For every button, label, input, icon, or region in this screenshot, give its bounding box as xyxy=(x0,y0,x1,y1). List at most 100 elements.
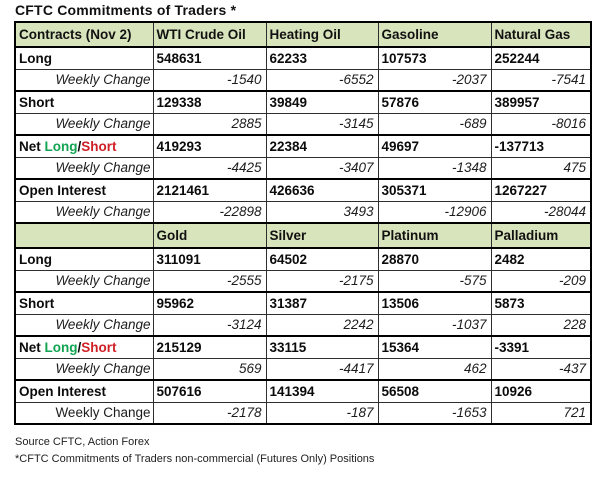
net-value: 15364 xyxy=(377,335,492,359)
table-row: Short 129338 39849 57876 389957 xyxy=(14,90,592,114)
weekly-change-label: Weekly Change xyxy=(14,269,154,293)
weekly-change-value: -12906 xyxy=(377,200,492,224)
cot-table: Contracts (Nov 2) WTI Crude Oil Heating … xyxy=(14,21,592,425)
weekly-change-value: -2037 xyxy=(377,68,492,92)
page-title: CFTC Commitments of Traders * xyxy=(15,2,237,18)
metric-value: 56508 xyxy=(377,379,492,403)
net-label-short: Short xyxy=(81,138,117,154)
table-row: Open Interest 507616 141394 56508 10926 xyxy=(14,379,592,403)
column-header-silver: Silver xyxy=(265,222,379,249)
weekly-change-label: Weekly Change xyxy=(14,68,154,92)
table-row: Contracts (Nov 2) WTI Crude Oil Heating … xyxy=(14,21,592,48)
metric-value: 252244 xyxy=(490,46,592,70)
weekly-change-value: 2885 xyxy=(152,112,267,136)
metric-label: Open Interest xyxy=(14,178,154,202)
metric-value: 39849 xyxy=(265,90,379,114)
weekly-change-label: Weekly Change xyxy=(14,401,154,425)
net-value: 33115 xyxy=(265,335,379,359)
weekly-change-value: -689 xyxy=(377,112,492,136)
metric-value: 311091 xyxy=(152,247,267,271)
column-header-heating-oil: Heating Oil xyxy=(265,21,379,48)
net-value: 22384 xyxy=(265,134,379,158)
weekly-change-label: Weekly Change xyxy=(14,112,154,136)
net-label-separator: / xyxy=(77,339,82,355)
metric-value: 57876 xyxy=(377,90,492,114)
table-row: Open Interest 2121461 426636 305371 1267… xyxy=(14,178,592,202)
metric-value: 10926 xyxy=(490,379,592,403)
weekly-change-value: -2175 xyxy=(265,269,379,293)
weekly-change-value: 462 xyxy=(377,357,492,381)
table-row: Net Long/Short 215129 33115 15364 -3391 xyxy=(14,335,592,359)
metric-value: 13506 xyxy=(377,291,492,315)
metric-label: Long xyxy=(14,247,154,271)
weekly-change-value: -1037 xyxy=(377,313,492,337)
table-row: Gold Silver Platinum Palladium xyxy=(14,222,592,249)
net-value: 49697 xyxy=(377,134,492,158)
weekly-change-value: -6552 xyxy=(265,68,379,92)
metric-value: 129338 xyxy=(152,90,267,114)
weekly-change-label: Weekly Change xyxy=(14,156,154,180)
weekly-change-value: -28044 xyxy=(490,200,592,224)
weekly-change-value: -2555 xyxy=(152,269,267,293)
net-label-long: Long xyxy=(44,339,78,355)
metric-value: 389957 xyxy=(490,90,592,114)
table-row: Weekly Change 2885 -3145 -689 -8016 xyxy=(14,112,592,136)
column-header-palladium: Palladium xyxy=(490,222,592,249)
table-row: Short 95962 31387 13506 5873 xyxy=(14,291,592,315)
weekly-change-value: -2178 xyxy=(152,401,267,425)
metric-value: 2482 xyxy=(490,247,592,271)
weekly-change-value: -3124 xyxy=(152,313,267,337)
weekly-change-value: 721 xyxy=(490,401,592,425)
metric-label: Open Interest xyxy=(14,379,154,403)
metric-value: 1267227 xyxy=(490,178,592,202)
weekly-change-value: -1540 xyxy=(152,68,267,92)
weekly-change-value: 228 xyxy=(490,313,592,337)
column-header-blank xyxy=(14,222,154,249)
weekly-change-value: -187 xyxy=(265,401,379,425)
net-value: 215129 xyxy=(152,335,267,359)
table-row: Weekly Change -1540 -6552 -2037 -7541 xyxy=(14,68,592,92)
weekly-change-value: -1348 xyxy=(377,156,492,180)
column-header-gasoline: Gasoline xyxy=(377,21,492,48)
metric-value: 141394 xyxy=(265,379,379,403)
weekly-change-value: -209 xyxy=(490,269,592,293)
weekly-change-value: -437 xyxy=(490,357,592,381)
weekly-change-value: -3145 xyxy=(265,112,379,136)
weekly-change-label: Weekly Change xyxy=(14,313,154,337)
metric-value: 62233 xyxy=(265,46,379,70)
net-value: -3391 xyxy=(490,335,592,359)
metric-value: 95962 xyxy=(152,291,267,315)
net-label: Net Long/Short xyxy=(14,335,154,359)
weekly-change-value: 475 xyxy=(490,156,592,180)
metric-value: 507616 xyxy=(152,379,267,403)
weekly-change-value: -4417 xyxy=(265,357,379,381)
weekly-change-value: 569 xyxy=(152,357,267,381)
footer-note: *CFTC Commitments of Traders non-commerc… xyxy=(15,453,375,465)
weekly-change-value: -8016 xyxy=(490,112,592,136)
table-row: Weekly Change -3124 2242 -1037 228 xyxy=(14,313,592,337)
column-header-gold: Gold xyxy=(152,222,267,249)
table-row: Weekly Change -22898 3493 -12906 -28044 xyxy=(14,200,592,224)
metric-value: 548631 xyxy=(152,46,267,70)
table-row: Weekly Change -2555 -2175 -575 -209 xyxy=(14,269,592,293)
net-value: 419293 xyxy=(152,134,267,158)
column-header-natural-gas: Natural Gas xyxy=(490,21,592,48)
net-label-prefix: Net xyxy=(19,138,45,154)
net-label: Net Long/Short xyxy=(14,134,154,158)
table-row: Weekly Change -4425 -3407 -1348 475 xyxy=(14,156,592,180)
table-row: Weekly Change -2178 -187 -1653 721 xyxy=(14,401,592,425)
metric-value: 107573 xyxy=(377,46,492,70)
metric-value: 426636 xyxy=(265,178,379,202)
weekly-change-value: -22898 xyxy=(152,200,267,224)
net-value: -137713 xyxy=(490,134,592,158)
column-header-platinum: Platinum xyxy=(377,222,492,249)
weekly-change-value: 3493 xyxy=(265,200,379,224)
weekly-change-value: -575 xyxy=(377,269,492,293)
metric-value: 5873 xyxy=(490,291,592,315)
weekly-change-value: -3407 xyxy=(265,156,379,180)
table-row: Long 548631 62233 107573 252244 xyxy=(14,46,592,70)
metric-value: 305371 xyxy=(377,178,492,202)
net-label-prefix: Net xyxy=(19,339,45,355)
column-header-wti-crude-oil: WTI Crude Oil xyxy=(152,21,267,48)
